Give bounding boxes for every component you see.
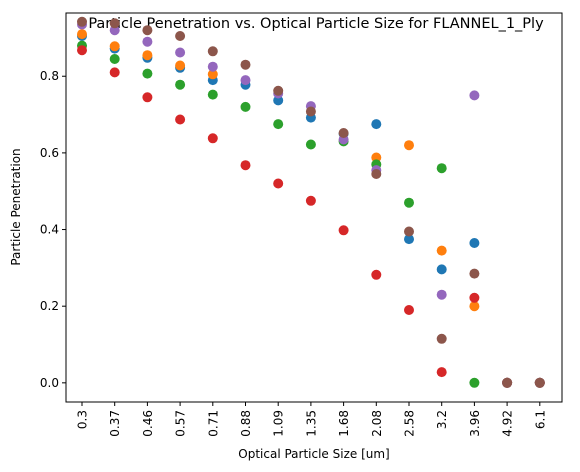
y-axis-title: Particle Penetration <box>9 148 23 265</box>
x-tick-label: 1.68 <box>337 410 351 437</box>
data-point <box>207 61 218 72</box>
data-point <box>469 301 480 312</box>
x-tick-label: 4.92 <box>501 410 515 437</box>
data-point <box>305 106 316 117</box>
data-point <box>77 45 87 56</box>
plot-frame <box>65 12 563 403</box>
data-point <box>436 367 447 378</box>
data-point <box>109 18 120 29</box>
data-point <box>109 67 120 78</box>
data-point <box>142 50 153 61</box>
data-point <box>338 225 349 236</box>
data-point <box>404 234 414 245</box>
x-tick-label: 1.09 <box>272 410 286 437</box>
y-tick-label: 0.2 <box>40 299 59 313</box>
data-point <box>534 377 545 388</box>
y-axis: 0.0 0.2 0.4 0.6 0.8 <box>40 69 66 390</box>
y-tick-label: 0.0 <box>40 376 59 390</box>
data-point <box>469 238 480 248</box>
data-point <box>240 101 251 112</box>
data-point <box>436 333 447 344</box>
data-point <box>436 264 447 275</box>
data-point <box>142 92 153 103</box>
data-point <box>469 268 480 279</box>
x-tick-label: 3.96 <box>468 410 482 437</box>
data-point <box>240 160 251 171</box>
data-point <box>175 47 186 58</box>
data-point <box>305 195 316 206</box>
chart-title: Particle Penetration vs. Optical Particl… <box>88 16 544 32</box>
data-point <box>207 46 218 57</box>
x-axis: 0.3 0.37 0.46 0.57 0.71 0.88 1.09 1.35 1.68 2.08 2… <box>76 402 547 437</box>
x-tick-label: 0.37 <box>108 410 122 437</box>
y-tick-label: 0.4 <box>40 223 59 237</box>
data-point <box>273 95 284 106</box>
data-point <box>371 152 382 163</box>
x-tick-label: 0.57 <box>174 410 188 437</box>
data-point <box>469 292 480 303</box>
data-point <box>371 169 382 179</box>
data-point <box>404 140 414 151</box>
data-point <box>175 31 186 41</box>
data-point <box>109 54 120 64</box>
y-tick-label: 0.6 <box>40 146 59 160</box>
data-point <box>469 90 480 101</box>
data-point <box>469 377 480 388</box>
data-point <box>371 119 382 130</box>
data-point <box>142 36 153 47</box>
data-point <box>77 29 87 40</box>
x-tick-label: 3.2 <box>435 410 449 429</box>
data-point <box>273 178 284 189</box>
data-point <box>436 245 447 256</box>
x-tick-label: 2.58 <box>403 410 417 437</box>
x-tick-label: 2.08 <box>370 410 384 437</box>
data-point <box>436 163 447 174</box>
data-point <box>305 139 316 150</box>
x-tick-label: 0.71 <box>206 410 220 437</box>
data-point <box>502 377 513 388</box>
data-point <box>207 133 218 144</box>
data-point <box>404 197 414 208</box>
x-tick-label: 0.3 <box>76 410 90 429</box>
x-tick-label: 1.35 <box>304 410 318 437</box>
x-tick-label: 0.46 <box>141 410 155 437</box>
data-point <box>371 269 382 280</box>
data-point <box>175 79 186 90</box>
data-point <box>240 75 251 86</box>
data-point <box>175 114 186 125</box>
data-point <box>207 89 218 100</box>
y-tick-label: 0.8 <box>40 69 59 83</box>
x-axis-title: Optical Particle Size [um] <box>238 447 389 461</box>
data-point <box>404 305 414 315</box>
data-points <box>77 16 545 388</box>
data-point <box>240 59 251 70</box>
data-point <box>273 119 284 130</box>
data-point <box>109 41 120 52</box>
data-point <box>142 25 153 36</box>
data-point <box>109 25 120 36</box>
data-point <box>142 68 153 79</box>
data-point <box>175 60 186 71</box>
data-point <box>77 16 87 27</box>
data-point <box>404 226 414 237</box>
x-tick-label: 0.88 <box>239 410 253 437</box>
x-tick-label: 6.1 <box>533 410 547 429</box>
data-point <box>338 128 349 138</box>
data-point <box>273 85 284 96</box>
data-point <box>207 69 218 80</box>
data-point <box>436 289 447 300</box>
